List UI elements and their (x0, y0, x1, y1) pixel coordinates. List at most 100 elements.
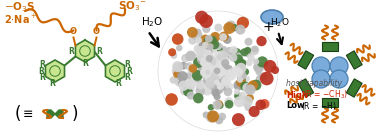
Circle shape (178, 80, 189, 91)
Circle shape (177, 71, 188, 82)
Circle shape (212, 62, 221, 71)
Circle shape (220, 75, 225, 80)
Circle shape (240, 81, 250, 91)
Circle shape (210, 72, 220, 82)
Circle shape (199, 40, 209, 50)
Circle shape (205, 66, 212, 74)
Circle shape (226, 68, 235, 78)
Circle shape (215, 69, 220, 74)
Circle shape (205, 78, 214, 86)
Circle shape (177, 75, 186, 84)
Circle shape (215, 100, 223, 108)
Circle shape (217, 70, 223, 76)
Circle shape (242, 83, 253, 93)
Circle shape (206, 111, 217, 122)
Circle shape (215, 69, 225, 79)
Circle shape (212, 100, 222, 110)
Circle shape (251, 80, 262, 90)
Circle shape (203, 111, 209, 118)
Circle shape (252, 46, 259, 53)
Circle shape (223, 22, 235, 34)
Circle shape (200, 47, 206, 54)
Circle shape (214, 68, 220, 74)
Circle shape (207, 43, 214, 50)
Circle shape (214, 70, 220, 77)
Circle shape (197, 82, 204, 90)
Polygon shape (76, 40, 94, 62)
Circle shape (221, 78, 230, 87)
Circle shape (211, 71, 219, 80)
Text: (R = $-$CH$_3$): (R = $-$CH$_3$) (303, 89, 348, 101)
Text: $-$O$_3$S: $-$O$_3$S (4, 0, 35, 14)
Circle shape (229, 46, 238, 54)
Circle shape (212, 68, 218, 74)
Circle shape (248, 54, 255, 62)
Circle shape (205, 74, 211, 80)
Circle shape (170, 52, 177, 59)
Circle shape (202, 42, 209, 49)
Circle shape (178, 80, 185, 87)
Circle shape (182, 55, 189, 62)
Circle shape (214, 24, 222, 32)
Circle shape (187, 85, 195, 93)
Circle shape (216, 68, 221, 73)
Polygon shape (322, 42, 338, 50)
Circle shape (210, 77, 215, 82)
Circle shape (215, 66, 225, 76)
Circle shape (235, 53, 243, 60)
Circle shape (237, 17, 249, 29)
Circle shape (222, 79, 230, 87)
Circle shape (249, 106, 260, 117)
Text: R: R (126, 66, 132, 75)
Text: +: + (262, 20, 274, 34)
Circle shape (330, 57, 348, 75)
Circle shape (213, 68, 220, 75)
Circle shape (215, 73, 222, 79)
Circle shape (242, 96, 253, 107)
Circle shape (200, 34, 211, 45)
Circle shape (218, 113, 226, 121)
Circle shape (180, 62, 187, 70)
Circle shape (173, 71, 180, 78)
Circle shape (199, 80, 209, 90)
Circle shape (215, 43, 223, 51)
Circle shape (234, 68, 243, 77)
Circle shape (216, 81, 224, 89)
Polygon shape (45, 60, 65, 82)
Circle shape (221, 69, 226, 74)
Circle shape (170, 76, 177, 84)
Circle shape (242, 68, 249, 75)
Circle shape (214, 67, 222, 75)
Circle shape (208, 64, 218, 74)
Circle shape (221, 76, 231, 86)
Circle shape (226, 65, 232, 72)
Circle shape (215, 86, 223, 94)
Circle shape (172, 67, 181, 76)
Circle shape (245, 38, 253, 46)
Circle shape (195, 28, 201, 35)
Circle shape (217, 53, 224, 61)
Circle shape (214, 80, 220, 85)
Circle shape (200, 49, 209, 59)
Circle shape (240, 59, 246, 66)
Circle shape (211, 62, 218, 70)
Circle shape (197, 64, 205, 71)
Circle shape (185, 52, 194, 61)
Circle shape (190, 69, 200, 79)
Circle shape (207, 67, 216, 77)
Circle shape (207, 82, 213, 87)
Circle shape (183, 83, 190, 90)
Circle shape (187, 27, 198, 38)
Circle shape (211, 64, 220, 73)
Circle shape (252, 81, 258, 87)
Circle shape (218, 65, 224, 70)
Circle shape (199, 58, 204, 63)
Text: H$_2$O: H$_2$O (141, 15, 163, 29)
Circle shape (184, 63, 191, 69)
Text: R: R (125, 73, 130, 82)
Circle shape (253, 62, 264, 73)
Circle shape (187, 77, 194, 84)
Circle shape (218, 83, 224, 89)
Circle shape (217, 47, 223, 53)
Circle shape (210, 68, 217, 74)
